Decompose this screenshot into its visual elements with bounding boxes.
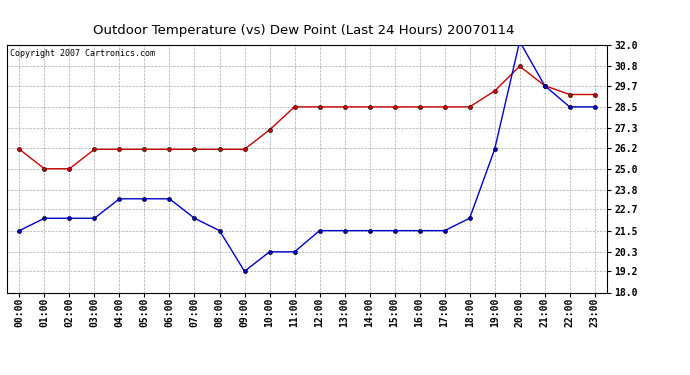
Text: Outdoor Temperature (vs) Dew Point (Last 24 Hours) 20070114: Outdoor Temperature (vs) Dew Point (Last… [93, 24, 514, 38]
Text: Copyright 2007 Cartronics.com: Copyright 2007 Cartronics.com [10, 49, 155, 58]
